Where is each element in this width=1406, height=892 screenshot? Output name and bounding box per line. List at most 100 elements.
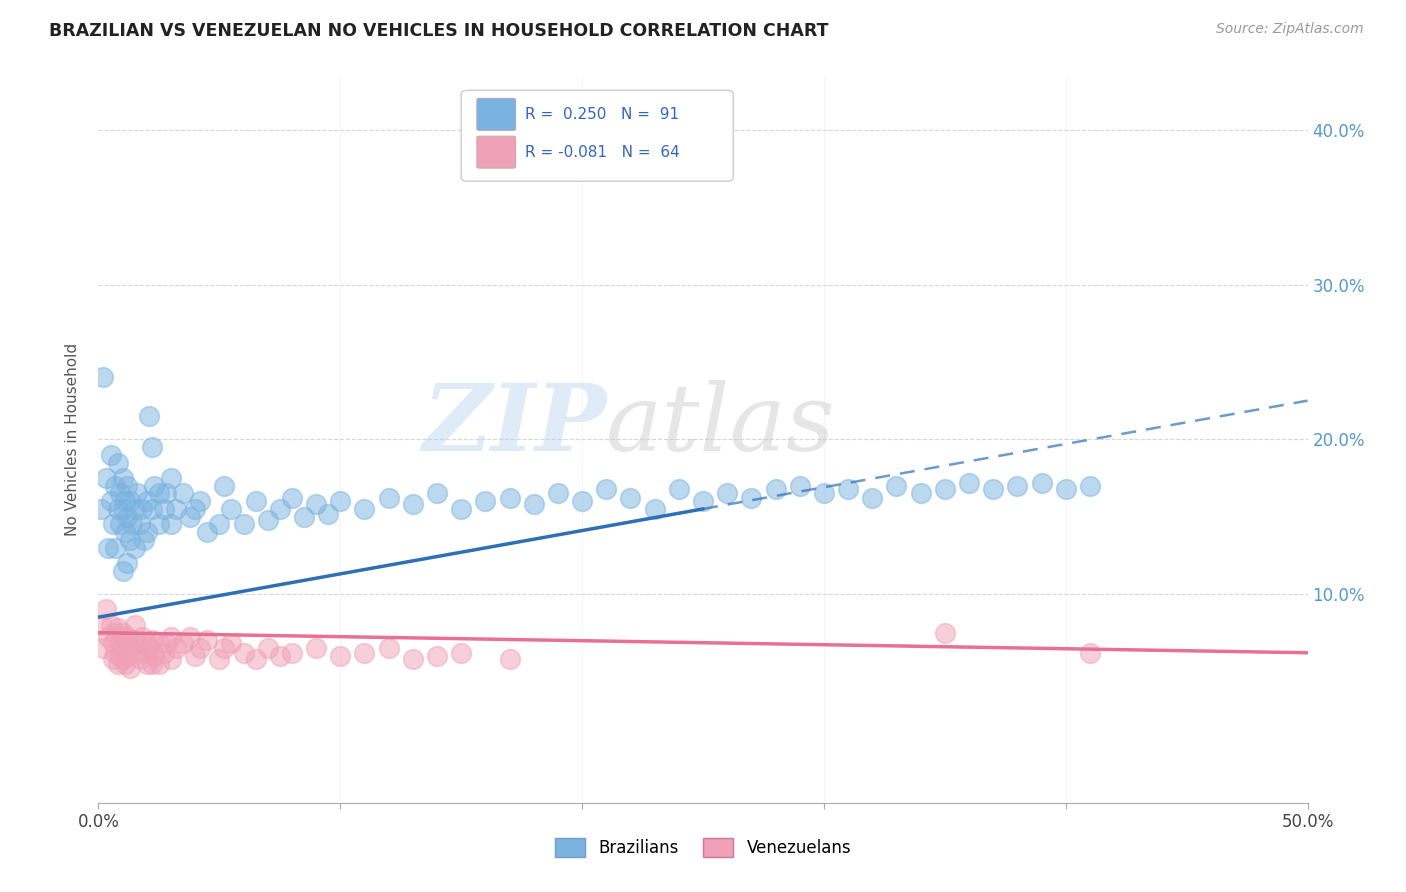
Point [1031,475,1053,490]
Point [165,502,187,516]
Point [184,648,207,663]
Point [118,641,141,656]
Point [450,502,472,516]
Point [377,641,399,656]
Point [716,486,738,500]
Point [172,636,194,650]
Point [117,509,139,524]
Point [305,641,328,656]
Point [107,502,129,516]
Point [107,456,129,470]
Point [124,618,146,632]
Point [138,641,160,656]
Point [141,440,163,454]
Point [118,494,141,508]
Point [160,652,183,666]
Point [329,494,352,508]
Point [100,494,122,508]
Point [886,479,908,493]
Legend: Brazilians, Venezuelans: Brazilians, Venezuelans [548,831,858,863]
Point [91,370,114,384]
Point [135,657,157,671]
Point [910,486,932,500]
Point [118,533,141,547]
Point [101,652,124,666]
Point [571,494,593,508]
Point [100,448,122,462]
Point [179,630,201,644]
Point [148,657,170,671]
Point [128,517,150,532]
Text: atlas: atlas [606,380,835,470]
Point [111,502,134,516]
Point [135,636,157,650]
Point [188,641,211,656]
Point [155,486,177,500]
Point [152,502,174,516]
Point [100,618,122,632]
Point [281,646,304,660]
Point [117,479,139,493]
Point [107,657,129,671]
Point [256,513,278,527]
Point [131,630,153,644]
Point [114,525,136,540]
Point [245,652,267,666]
Y-axis label: No Vehicles in Household: No Vehicles in Household [65,343,80,536]
Point [981,482,1004,496]
Point [195,633,218,648]
Point [134,646,156,660]
Point [740,491,762,505]
Point [104,541,127,555]
Point [108,486,131,500]
Point [148,636,170,650]
Point [111,564,134,578]
Point [160,630,183,644]
Point [208,517,231,532]
Point [117,630,139,644]
Point [160,517,183,532]
Point [152,646,174,660]
Text: R = -0.081   N =  64: R = -0.081 N = 64 [526,145,681,160]
Point [1078,479,1101,493]
Point [860,491,883,505]
Point [135,525,157,540]
Point [172,486,194,500]
Point [121,517,143,532]
Point [155,636,177,650]
Point [269,502,291,516]
Point [474,494,496,508]
Point [101,636,124,650]
Point [90,618,112,632]
Point [138,409,160,423]
Point [692,494,714,508]
Point [256,641,278,656]
Point [957,475,980,490]
Point [127,636,149,650]
Point [269,648,291,663]
Point [221,636,243,650]
Point [143,479,166,493]
Point [595,482,617,496]
Point [668,482,690,496]
Point [94,602,117,616]
Point [353,646,375,660]
Point [127,486,149,500]
Point [292,509,315,524]
Point [547,486,569,500]
Point [450,646,472,660]
Point [160,471,183,485]
Point [402,652,425,666]
Point [1078,646,1101,660]
Point [124,646,146,660]
Point [619,491,641,505]
Point [148,517,170,532]
Point [134,533,156,547]
Point [212,641,235,656]
Point [305,497,328,511]
Point [104,479,127,493]
Text: ZIP: ZIP [422,380,606,470]
Point [329,648,352,663]
Point [281,491,304,505]
Point [118,661,141,675]
